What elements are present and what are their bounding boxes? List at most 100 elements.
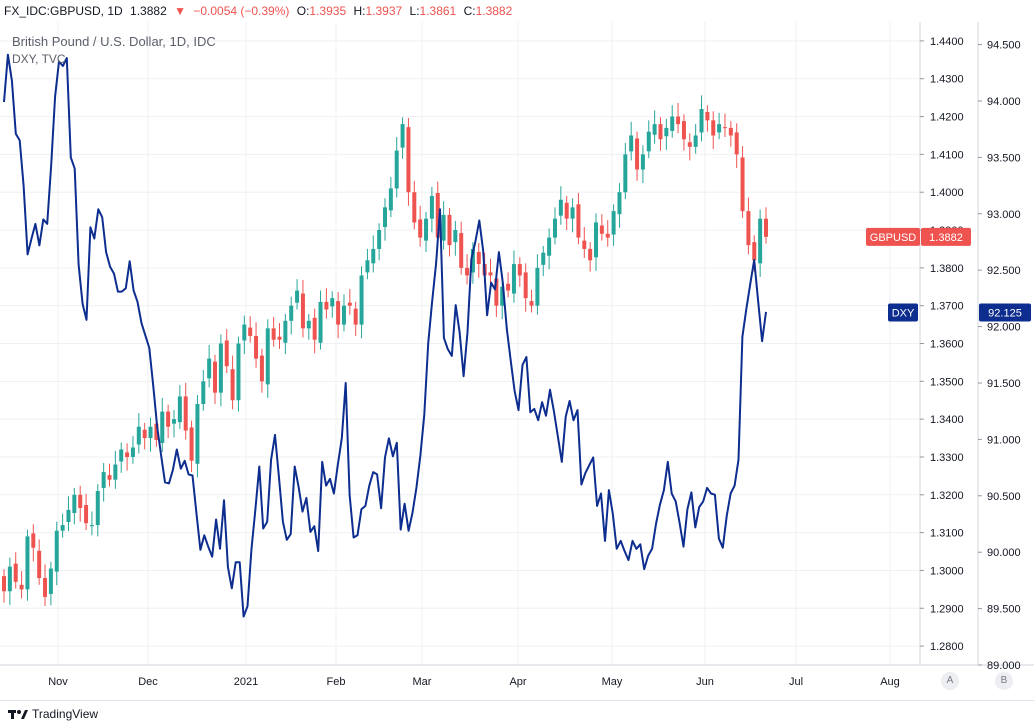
auto-scale-b-button[interactable]: B: [995, 672, 1013, 690]
gbpusd-candle: [599, 214, 604, 241]
candle-body: [347, 302, 352, 306]
candle-body: [676, 116, 681, 125]
candle-body: [359, 275, 364, 325]
gbpusd-tick-label: 1.3600: [930, 339, 964, 351]
gbpusd-candle: [588, 242, 593, 272]
gbpusd-candle: [511, 250, 516, 303]
candle-body: [640, 154, 645, 170]
candle-body: [476, 251, 481, 265]
candle-body: [160, 411, 165, 443]
last-price: 1.3882: [130, 4, 167, 18]
candle-body: [699, 108, 704, 133]
gbpusd-candle: [283, 313, 288, 355]
candle-body: [470, 248, 475, 273]
gbpusd-candle: [676, 102, 681, 134]
gbpusd-name-tag-bg: [866, 227, 920, 246]
gbpusd-candle: [101, 463, 106, 502]
candle-body: [101, 472, 106, 488]
gbpusd-candle: [629, 121, 634, 161]
candle-body: [371, 248, 376, 264]
gbpusd-candle: [564, 195, 569, 231]
tradingview-logo[interactable]: TradingView: [8, 707, 98, 721]
gbpusd-candle: [2, 569, 6, 603]
gbpusd-candle: [13, 552, 18, 589]
candle-body: [599, 225, 604, 234]
gbpusd-candle: [254, 322, 259, 368]
candle-body: [722, 127, 727, 129]
candle-body: [31, 533, 36, 548]
gbpusd-candle: [541, 245, 546, 277]
dxy-tick-label: 91.000: [987, 434, 1021, 446]
compare-series-legend[interactable]: DXY, TVC: [12, 52, 66, 66]
candle-body: [570, 207, 575, 219]
gbpusd-price-tag-bg: [921, 227, 971, 246]
dxy-last-badge: DXY 92.125: [888, 303, 1031, 322]
main-series-legend[interactable]: British Pound / U.S. Dollar, 1D, IDC: [12, 34, 216, 49]
gbpusd-candle: [324, 288, 329, 319]
gbpusd-candle: [476, 242, 481, 278]
gbpusd-candle: [635, 131, 640, 181]
symbol-name[interactable]: FX_IDC:GBPUSD, 1D: [4, 4, 123, 18]
price-change: −0.0054 (−0.39%): [193, 4, 290, 18]
gbpusd-candle: [517, 257, 522, 287]
gbpusd-tick-label: 1.4000: [930, 187, 964, 199]
candle-body: [400, 124, 405, 148]
x-tick-label: Mar: [413, 676, 432, 688]
footer: TradingView: [0, 700, 1034, 727]
x-tick-label: Nov: [48, 676, 68, 688]
candle-body: [711, 120, 716, 136]
gbpusd-candle: [48, 561, 53, 606]
candle-body: [78, 494, 83, 509]
gbpusd-candle: [171, 410, 176, 438]
gbpusd-price-tag: 1.3882: [929, 232, 963, 244]
candle-body: [213, 361, 218, 393]
candle-body: [306, 320, 311, 329]
x-tick-label: Jul: [789, 676, 803, 688]
candle-body: [388, 188, 393, 211]
candle-body: [341, 305, 346, 325]
candle-body: [377, 230, 382, 249]
x-tick-label: May: [602, 676, 623, 688]
gbpusd-candle: [441, 201, 446, 250]
gbpusd-candle: [623, 143, 628, 200]
gbpusd-candle: [347, 289, 352, 315]
candle-body: [37, 550, 42, 579]
candle-body: [558, 199, 563, 216]
gbpusd-candle: [400, 117, 405, 159]
candle-body: [652, 124, 657, 135]
candle-body: [629, 135, 634, 152]
auto-scale-a-button[interactable]: A: [941, 672, 959, 690]
gbpusd-candle: [148, 417, 153, 452]
gbpusd-candle: [54, 521, 59, 586]
candle-body: [412, 192, 417, 223]
gbpusd-candle: [424, 211, 429, 252]
gbpusd-candle: [277, 323, 282, 349]
candle-body: [594, 222, 599, 258]
gbpusd-candle: [664, 118, 669, 150]
dxy-tick-label: 94.500: [987, 40, 1021, 52]
price-chart[interactable]: 1.44001.43001.42001.41001.40001.39001.38…: [0, 22, 1034, 700]
candle-body: [635, 138, 640, 170]
candle-body: [183, 396, 188, 431]
candle-body: [535, 267, 540, 306]
candle-body: [576, 204, 581, 238]
candle-body: [89, 525, 94, 527]
candle-body: [207, 358, 212, 379]
candle-body: [365, 260, 370, 273]
gbpusd-tick-label: 1.4400: [930, 36, 964, 48]
gbpusd-candle: [318, 290, 323, 350]
candle-body: [658, 124, 663, 140]
candle-body: [500, 286, 505, 306]
candle-body: [224, 340, 229, 367]
candle-body: [541, 252, 546, 265]
grid: [0, 22, 920, 665]
gbpusd-candle: [242, 315, 247, 355]
candle-body: [617, 192, 622, 215]
candle-body: [717, 124, 722, 133]
dxy-name-tag: DXY: [892, 307, 915, 319]
gbpusd-candle: [652, 110, 657, 144]
candle-body: [752, 242, 757, 261]
candle-body: [84, 505, 89, 524]
dxy-price-tag: 92.125: [988, 307, 1022, 319]
candle-body: [588, 248, 593, 261]
